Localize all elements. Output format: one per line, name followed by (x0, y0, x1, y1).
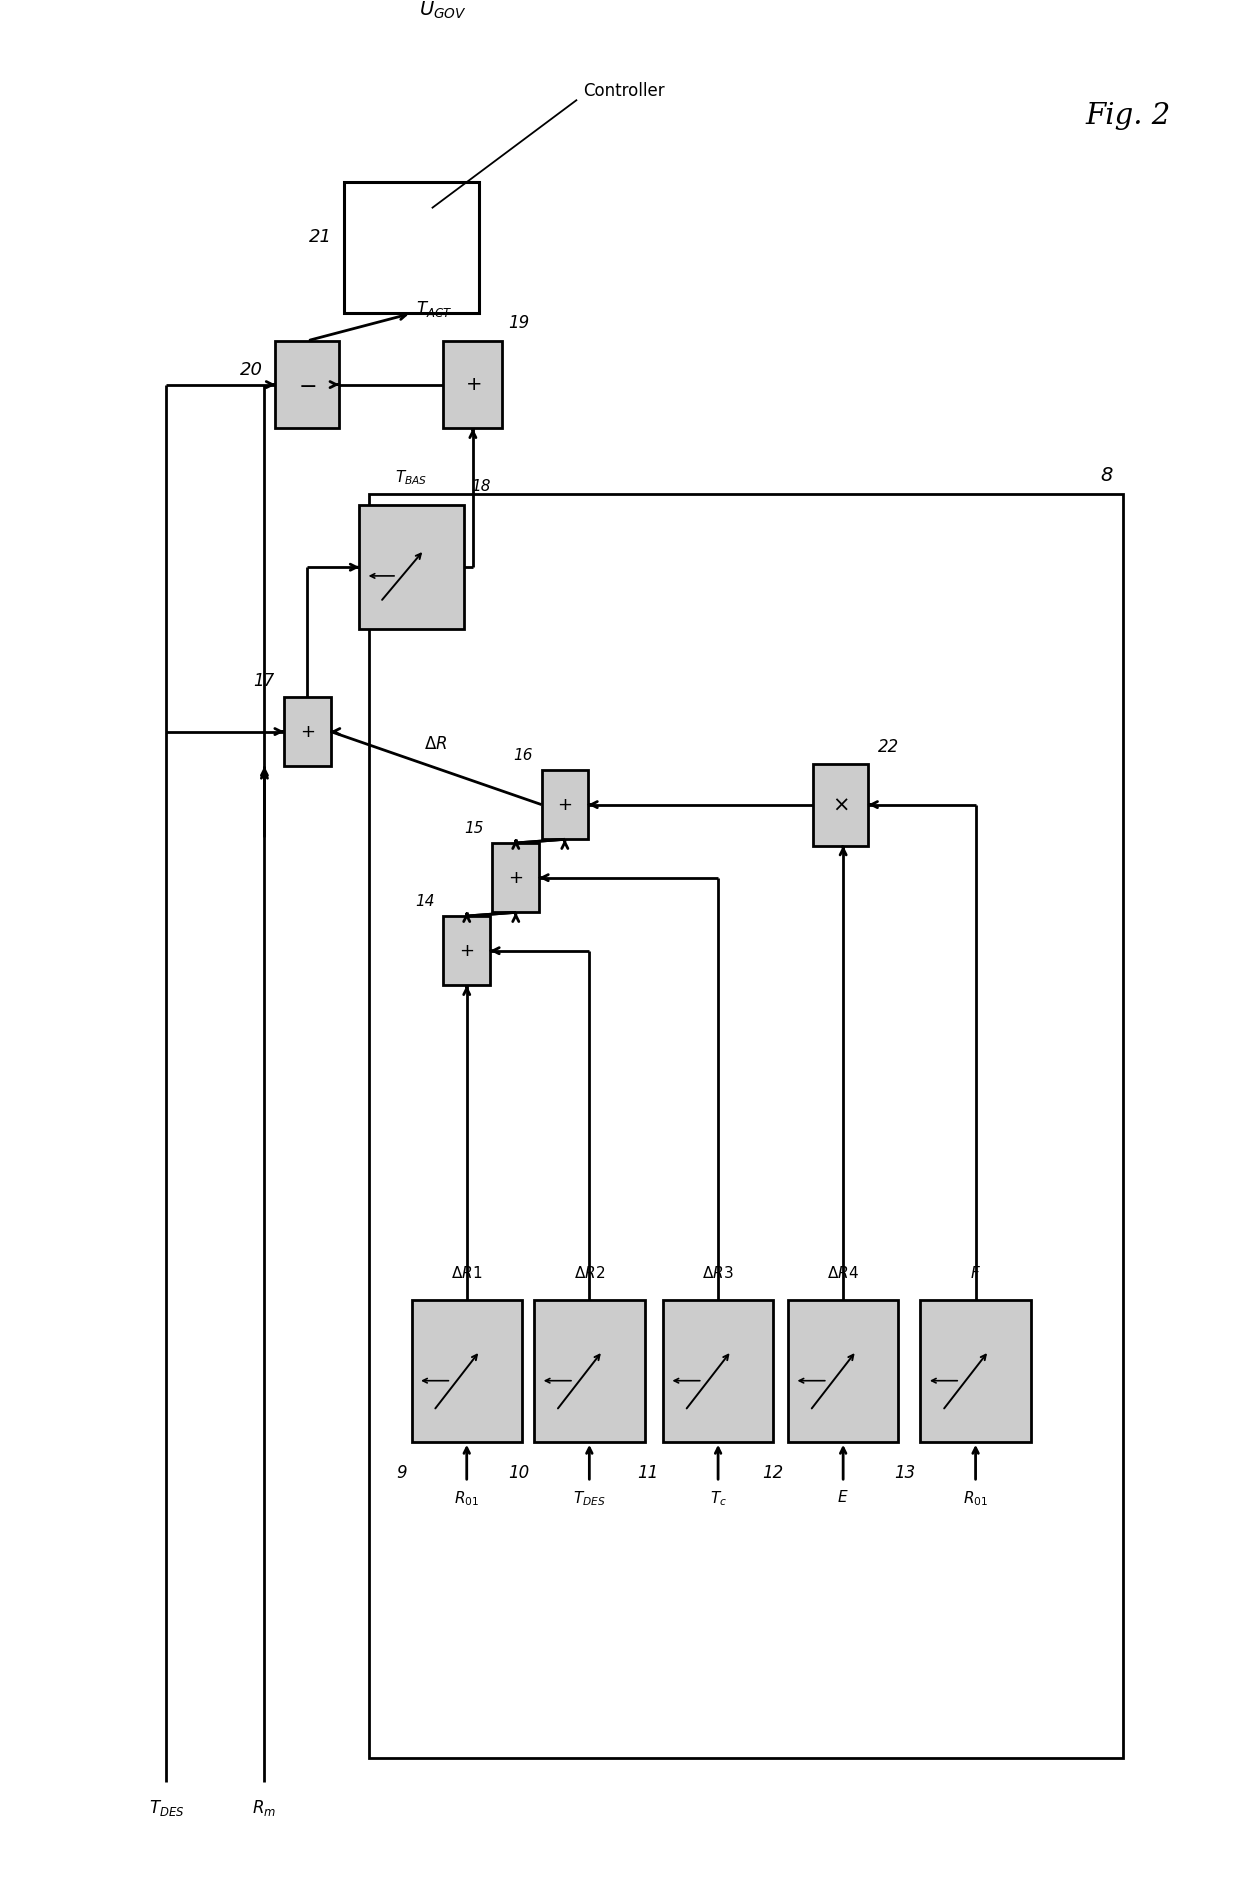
FancyBboxPatch shape (444, 916, 490, 986)
FancyBboxPatch shape (345, 181, 479, 314)
Text: 12: 12 (761, 1464, 784, 1481)
Text: $\times$: $\times$ (832, 795, 849, 814)
Text: $U_{GOV}$: $U_{GOV}$ (419, 0, 466, 21)
Text: 18: 18 (471, 480, 491, 495)
FancyBboxPatch shape (813, 763, 868, 846)
Text: $T_{BAS}$: $T_{BAS}$ (396, 468, 428, 487)
Text: 16: 16 (513, 748, 533, 763)
Text: $F$: $F$ (970, 1266, 981, 1281)
FancyBboxPatch shape (542, 771, 588, 839)
Text: $\Delta  R2$: $\Delta R2$ (574, 1266, 605, 1281)
Text: $T_c$: $T_c$ (709, 1489, 727, 1507)
Text: $\Delta  R1$: $\Delta R1$ (451, 1266, 482, 1281)
FancyBboxPatch shape (284, 697, 331, 767)
Text: $R_m$: $R_m$ (253, 1798, 277, 1817)
Bar (368, 495, 1122, 1759)
FancyBboxPatch shape (787, 1300, 898, 1441)
FancyBboxPatch shape (360, 504, 464, 629)
Text: $\Delta R$: $\Delta R$ (424, 735, 448, 754)
Text: 20: 20 (241, 361, 263, 380)
Text: $\Delta  R3$: $\Delta R3$ (702, 1266, 734, 1281)
FancyBboxPatch shape (444, 340, 502, 429)
Text: 19: 19 (508, 314, 529, 332)
Text: $T_{ACT}$: $T_{ACT}$ (415, 298, 451, 319)
FancyBboxPatch shape (534, 1300, 645, 1441)
FancyBboxPatch shape (275, 340, 340, 429)
Text: 8: 8 (1101, 467, 1112, 485)
FancyBboxPatch shape (492, 842, 539, 912)
Text: $R_{01}$: $R_{01}$ (963, 1489, 988, 1507)
Text: $-$: $-$ (298, 374, 316, 395)
Text: Controller: Controller (583, 81, 665, 100)
FancyBboxPatch shape (412, 1300, 522, 1441)
Text: $+$: $+$ (508, 869, 523, 886)
Text: 15: 15 (465, 820, 484, 835)
Text: $E$: $E$ (837, 1489, 849, 1506)
FancyBboxPatch shape (663, 1300, 774, 1441)
Text: $+$: $+$ (557, 795, 573, 814)
Text: $+$: $+$ (459, 943, 474, 960)
FancyBboxPatch shape (920, 1300, 1030, 1441)
Text: 21: 21 (309, 229, 332, 246)
Text: 10: 10 (508, 1464, 529, 1481)
Text: 17: 17 (253, 672, 274, 689)
Text: 22: 22 (878, 739, 899, 756)
Text: 13: 13 (894, 1464, 915, 1481)
Text: $T_{DES}$: $T_{DES}$ (149, 1798, 184, 1817)
Text: 9: 9 (396, 1464, 407, 1481)
Text: 14: 14 (415, 893, 435, 909)
Text: $R_{01}$: $R_{01}$ (454, 1489, 480, 1507)
Text: $+$: $+$ (465, 376, 481, 395)
Text: Fig. 2: Fig. 2 (1086, 102, 1171, 130)
Text: $\Delta  R4$: $\Delta R4$ (827, 1266, 859, 1281)
Text: $+$: $+$ (300, 723, 315, 740)
Text: $T_{DES}$: $T_{DES}$ (573, 1489, 605, 1507)
Text: 11: 11 (637, 1464, 658, 1481)
